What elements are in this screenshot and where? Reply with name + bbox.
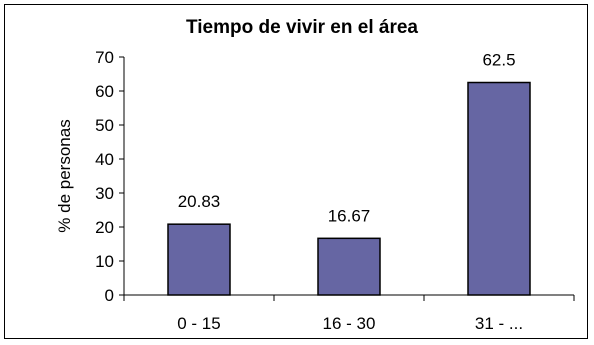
x-category-label-1: 0 - 15 [177, 314, 220, 333]
data-label-1: 20.83 [178, 192, 221, 211]
data-label-3: 62.5 [482, 51, 515, 70]
x-category-label-2: 16 - 30 [323, 314, 376, 333]
bar-1 [167, 223, 231, 296]
y-tick-label: 40 [95, 150, 114, 169]
y-tick-label: 60 [95, 82, 114, 101]
y-tick-label: 10 [95, 252, 114, 271]
bar-2 [317, 237, 381, 296]
y-tick-label: 70 [95, 48, 114, 67]
y-tick-label: 50 [95, 116, 114, 135]
y-tick-label: 20 [95, 218, 114, 237]
y-tick-label: 0 [105, 286, 114, 305]
x-category-label-3: 31 - ... [475, 314, 523, 333]
y-axis-title: % de personas [55, 119, 74, 232]
bar-3 [467, 81, 531, 296]
plot-area: 0 10 20 30 40 50 60 70 20.83 0 - 15 16.67 16 - 30 62… [95, 48, 575, 333]
data-label-2: 16.67 [328, 206, 371, 225]
chart-title: Tiempo de vivir en el área [186, 17, 418, 38]
chart-frame [4, 4, 588, 339]
y-tick-label: 30 [95, 184, 114, 203]
